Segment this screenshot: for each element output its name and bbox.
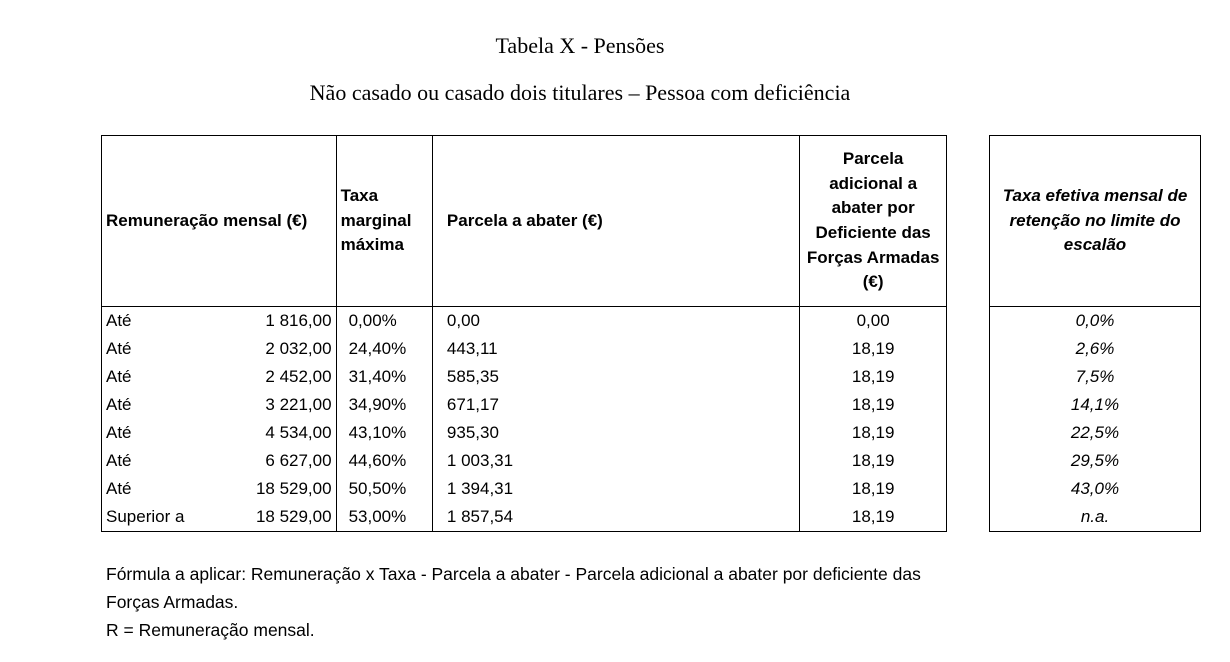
remuneracao-cell: Até 3 221,00 — [101, 391, 337, 419]
adicional-cell: 18,19 — [799, 447, 947, 475]
remuneracao-cell: Até 6 627,00 — [101, 447, 337, 475]
table-subtitle: Não casado ou casado dois titulares – Pe… — [309, 80, 851, 105]
bracket-label: Até — [106, 479, 132, 498]
header-row: Remuneração mensal (€) Taxa marginal máx… — [101, 135, 947, 307]
taxa-cell: 0,00% — [336, 306, 433, 335]
table-body: Até 1 816,00 0,00% 0,00 0,00 Até 2 032,00 24,40… — [101, 306, 947, 532]
bracket-label: Até — [106, 451, 132, 470]
parcela-cell: 671,17 — [432, 391, 801, 419]
formula-note: Fórmula a aplicar: Remuneração x Taxa - … — [106, 564, 921, 612]
table-title: Tabela X - Pensões — [495, 33, 665, 58]
bracket-value: 18 529,00 — [255, 479, 332, 498]
efetiva-cell: n.a. — [989, 503, 1201, 532]
bracket-value: 2 452,00 — [265, 367, 332, 386]
effective-row: 43,0% — [989, 475, 1201, 503]
bracket-label: Superior a — [106, 507, 185, 526]
adicional-cell: 18,19 — [799, 475, 947, 503]
efetiva-cell: 2,6% — [989, 335, 1201, 363]
effective-row: 2,6% — [989, 335, 1201, 363]
efetiva-cell: 29,5% — [989, 447, 1201, 475]
parcela-cell: 1 394,31 — [432, 475, 801, 503]
parcela-cell: 1 003,31 — [432, 447, 801, 475]
efetiva-cell: 22,5% — [989, 419, 1201, 447]
table-row: Superior a 18 529,00 53,00% 1 857,54 18,19 — [101, 503, 947, 532]
bracket-value: 2 032,00 — [265, 339, 332, 358]
taxa-cell: 53,00% — [336, 503, 433, 532]
bracket-value: 6 627,00 — [265, 451, 332, 470]
efetiva-cell: 7,5% — [989, 363, 1201, 391]
adicional-cell: 18,19 — [799, 363, 947, 391]
pension-table: Remuneração mensal (€) Taxa marginal máx… — [101, 135, 947, 532]
parcela-cell: 935,30 — [432, 419, 801, 447]
taxa-cell: 50,50% — [336, 475, 433, 503]
adicional-cell: 18,19 — [799, 419, 947, 447]
effective-row: 7,5% — [989, 363, 1201, 391]
bracket-label: Até — [106, 339, 132, 358]
efetiva-cell: 0,0% — [989, 306, 1201, 335]
bracket-value: 1 816,00 — [265, 311, 332, 330]
adicional-cell: 18,19 — [799, 503, 947, 532]
effective-row: 22,5% — [989, 419, 1201, 447]
effective-row: n.a. — [989, 503, 1201, 532]
taxa-cell: 43,10% — [336, 419, 433, 447]
bracket-label: Até — [106, 395, 132, 414]
header-efetiva: Taxa efetiva mensal de retenção no limit… — [989, 135, 1201, 307]
remuneracao-cell: Até 18 529,00 — [101, 475, 337, 503]
bracket-value: 3 221,00 — [265, 395, 332, 414]
table-row: Até 4 534,00 43,10% 935,30 18,19 — [101, 419, 947, 447]
taxa-cell: 31,40% — [336, 363, 433, 391]
header-adicional: Parcela adicional a abater por Deficient… — [799, 135, 947, 307]
formula-notes: Fórmula a aplicar: Remuneração x Taxa - … — [106, 560, 966, 644]
taxa-cell: 24,40% — [336, 335, 433, 363]
parcela-cell: 1 857,54 — [432, 503, 801, 532]
parcela-cell: 443,11 — [432, 335, 801, 363]
remuneracao-cell: Até 1 816,00 — [101, 306, 337, 335]
taxa-cell: 44,60% — [336, 447, 433, 475]
efetiva-cell: 14,1% — [989, 391, 1201, 419]
bracket-label: Até — [106, 423, 132, 442]
adicional-cell: 0,00 — [799, 306, 947, 335]
bracket-value: 4 534,00 — [265, 423, 332, 442]
effective-table-body: 0,0% 2,6% 7,5% 14,1% 22,5% 29,5% 43,0% n.a. — [989, 306, 1201, 532]
table-row: Até 18 529,00 50,50% 1 394,31 18,19 — [101, 475, 947, 503]
adicional-cell: 18,19 — [799, 335, 947, 363]
remuneracao-cell: Superior a 18 529,00 — [101, 503, 337, 532]
effective-row: 14,1% — [989, 391, 1201, 419]
effective-rate-table: Taxa efetiva mensal de retenção no limit… — [989, 135, 1201, 532]
table-row: Até 3 221,00 34,90% 671,17 18,19 — [101, 391, 947, 419]
header-taxa: Taxa marginal máxima — [335, 135, 433, 307]
definition-note: R = Remuneração mensal. — [106, 620, 315, 640]
efetiva-cell: 43,0% — [989, 475, 1201, 503]
bracket-label: Até — [106, 367, 132, 386]
table-row: Até 6 627,00 44,60% 1 003,31 18,19 — [101, 447, 947, 475]
table-row: Até 2 452,00 31,40% 585,35 18,19 — [101, 363, 947, 391]
table-row: Até 1 816,00 0,00% 0,00 0,00 — [101, 306, 947, 335]
parcela-cell: 0,00 — [432, 306, 801, 335]
adicional-cell: 18,19 — [799, 391, 947, 419]
table-row: Até 2 032,00 24,40% 443,11 18,19 — [101, 335, 947, 363]
remuneracao-cell: Até 2 032,00 — [101, 335, 337, 363]
remuneracao-cell: Até 4 534,00 — [101, 419, 337, 447]
effective-header-row: Taxa efetiva mensal de retenção no limit… — [989, 135, 1201, 307]
header-parcela: Parcela a abater (€) — [431, 135, 801, 307]
taxa-cell: 34,90% — [336, 391, 433, 419]
remuneracao-cell: Até 2 452,00 — [101, 363, 337, 391]
header-remuneracao: Remuneração mensal (€) — [101, 135, 337, 307]
parcela-cell: 585,35 — [432, 363, 801, 391]
effective-row: 0,0% — [989, 306, 1201, 335]
bracket-label: Até — [106, 311, 132, 330]
bracket-value: 18 529,00 — [255, 507, 332, 526]
effective-row: 29,5% — [989, 447, 1201, 475]
